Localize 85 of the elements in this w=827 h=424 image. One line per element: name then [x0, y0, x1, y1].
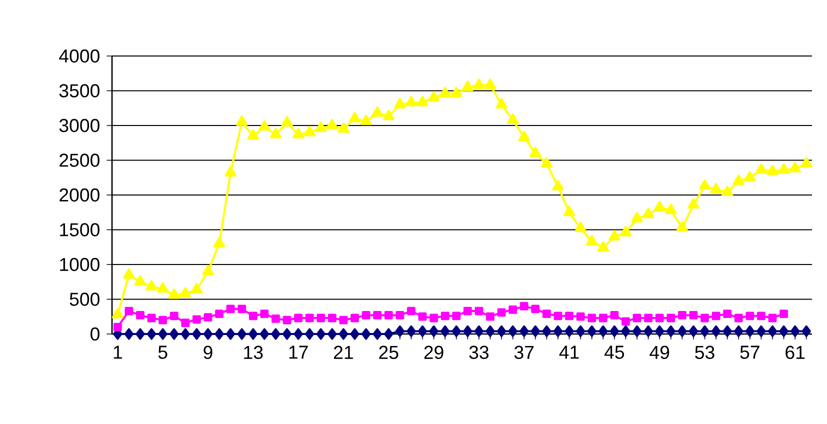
point — [689, 311, 698, 320]
point — [136, 311, 144, 320]
point — [418, 312, 427, 321]
point — [215, 310, 224, 318]
point — [294, 314, 302, 322]
y-tick-label: 2500 — [60, 154, 100, 167]
point — [204, 313, 212, 322]
point — [520, 302, 528, 310]
point — [181, 318, 190, 328]
point — [350, 314, 359, 322]
point — [531, 304, 540, 314]
point — [610, 311, 619, 320]
point — [362, 311, 370, 320]
point — [474, 306, 484, 316]
y-tick-label: 0 — [90, 327, 100, 341]
point — [768, 314, 777, 322]
point — [192, 315, 201, 324]
point — [497, 308, 506, 317]
point — [407, 306, 416, 316]
point — [734, 314, 743, 322]
point — [328, 314, 336, 322]
point — [396, 311, 404, 320]
x-tick-label: 57 — [740, 346, 760, 359]
x-tick-label: 5 — [158, 346, 168, 359]
point — [508, 305, 518, 314]
y-tick-label: 4000 — [59, 49, 100, 63]
point — [712, 312, 720, 320]
point — [226, 304, 235, 314]
y-tick-label: 500 — [70, 292, 100, 306]
x-tick-label: 17 — [289, 346, 308, 359]
point — [463, 306, 472, 316]
point — [238, 304, 246, 314]
x-tick-label: 61 — [786, 346, 805, 360]
point — [248, 312, 258, 320]
point — [756, 312, 766, 320]
point — [666, 314, 676, 322]
point — [644, 314, 652, 322]
y-tick-label: 3000 — [59, 118, 100, 132]
x-tick-label: 53 — [695, 346, 714, 360]
x-tick-label: 13 — [244, 346, 263, 360]
point — [565, 312, 574, 320]
x-tick-label: 45 — [604, 346, 624, 359]
point — [554, 312, 562, 320]
point — [282, 316, 292, 324]
point — [780, 310, 788, 318]
point — [113, 322, 122, 332]
x-tick-label: 1 — [114, 346, 122, 359]
x-tick-label: 49 — [650, 346, 670, 360]
point — [576, 312, 585, 321]
y-tick-label: 1000 — [60, 258, 100, 272]
y-tick-label: 1500 — [60, 223, 100, 236]
point — [632, 314, 642, 322]
point — [542, 310, 551, 318]
point — [339, 316, 348, 324]
point — [260, 310, 269, 318]
point — [486, 312, 494, 321]
point — [700, 314, 709, 322]
point — [373, 311, 382, 320]
point — [305, 314, 314, 322]
x-tick-label: 33 — [469, 346, 488, 360]
x-tick-label: 41 — [559, 346, 579, 359]
point — [746, 312, 754, 320]
x-tick-label: 29 — [424, 346, 444, 360]
point — [272, 314, 280, 323]
y-tick-label: 2000 — [60, 188, 100, 202]
point — [124, 306, 134, 316]
x-tick-label: 9 — [204, 346, 212, 360]
x-tick-label: 21 — [334, 346, 353, 359]
point — [430, 314, 438, 322]
point — [147, 314, 156, 322]
y-tick-label: 3500 — [59, 84, 100, 98]
point — [170, 312, 178, 320]
point — [622, 317, 630, 326]
x-tick-label: 37 — [514, 346, 534, 360]
point — [588, 314, 596, 322]
point — [678, 311, 686, 320]
point — [452, 312, 461, 320]
point — [440, 312, 450, 320]
point — [723, 310, 732, 318]
point — [384, 311, 393, 320]
point — [316, 314, 326, 322]
point — [158, 316, 168, 324]
point — [655, 314, 664, 322]
point — [598, 314, 608, 322]
x-tick-label: 25 — [379, 346, 398, 360]
